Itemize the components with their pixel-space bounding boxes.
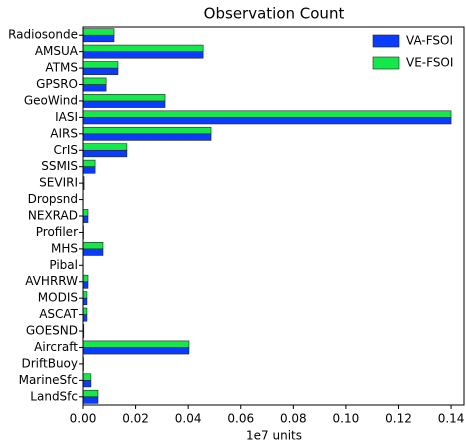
bar [82,44,204,52]
bar [82,100,166,108]
legend-label: VE-FSOI [406,56,453,70]
bar [82,159,96,167]
bar [82,347,190,355]
bar [82,117,452,125]
bar [82,396,99,404]
bar [82,133,212,141]
y-tick-label: ATMS [45,61,78,75]
bar [82,34,115,43]
y-tick-label: GPSRO [36,77,78,91]
x-tick-label: 0.06 [227,412,254,426]
y-tick-label: AMSUA [35,44,79,58]
y-tick-label: SSMIS [41,159,78,173]
bar [82,248,104,256]
y-tick-label: Radiosonde [8,28,78,42]
bar [82,380,92,388]
bar [82,149,128,158]
x-tick-label: 0.14 [438,412,465,426]
bar [82,77,107,85]
bar [82,291,88,299]
bar [82,94,166,102]
y-tick-label: SEVIRI [39,176,78,190]
y-tick-label: GOESND [26,324,78,338]
y-tick-label: NEXRAD [28,209,78,223]
bar [82,215,89,223]
y-tick-label: DriftBuoy [21,356,78,370]
legend-swatch [372,56,400,70]
bar [82,84,107,92]
bar [82,166,96,174]
y-tick-label: MHS [51,241,78,255]
y-tick-label: MODIS [38,291,78,305]
chart-title: Observation Count [204,5,345,23]
x-tick-label: 0.02 [122,412,149,426]
y-tick-label: Profiler [36,225,78,239]
bar [82,297,88,306]
bar [82,126,212,135]
y-tick-label: AIRS [50,126,78,140]
y-tick-label: LandSfc [30,389,78,403]
bar [82,143,128,151]
x-tick-label: 0.10 [333,412,360,426]
bar [82,314,88,322]
x-tick-label: 0.12 [385,412,412,426]
y-tick-label: AVHRRW [25,274,78,288]
bar [82,340,190,348]
x-tick-label: 0.04 [175,412,202,426]
bar [82,110,452,118]
y-tick-label: IASI [55,110,78,124]
x-tick-label: 0.08 [280,412,307,426]
y-tick-label: Pibal [49,258,78,272]
bar [82,274,89,283]
x-axis-label: 1e7 units [246,429,302,443]
bar [82,67,119,75]
bar [82,241,104,250]
plot-frame [82,26,465,406]
bar [82,389,99,398]
y-tick-label: MarineSfc [19,373,78,387]
legend-swatch [372,34,400,48]
bar [82,281,89,289]
bar [82,209,89,217]
bar [82,61,119,69]
bar [82,51,204,59]
bar [82,373,92,381]
y-tick-label: Aircraft [34,340,78,354]
y-tick-label: GeoWind [24,93,78,107]
x-tick-label: 0.00 [70,412,97,426]
bar [82,28,115,36]
bar [82,307,88,315]
y-tick-label: ASCAT [39,307,78,321]
y-tick-label: Dropsnd [28,192,78,206]
legend-label: VA-FSOI [406,34,453,48]
y-tick-label: CrIS [54,143,78,157]
